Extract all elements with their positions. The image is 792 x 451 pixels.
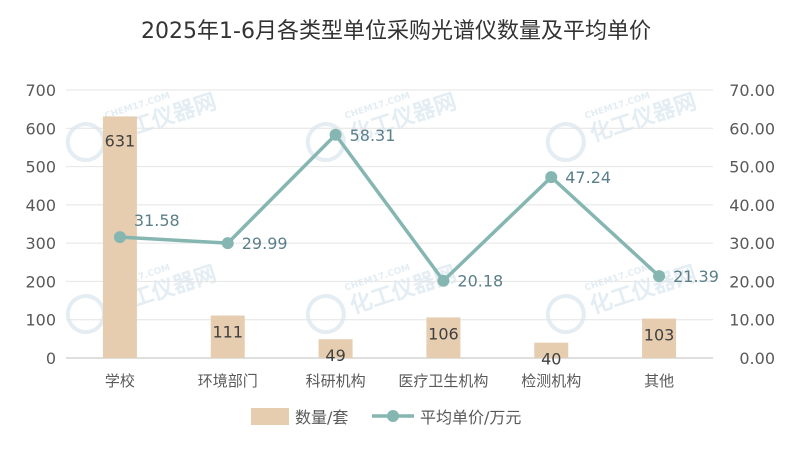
line-value-label: 20.18 [457,272,503,291]
chart-title: 2025年1-6月各类型单位采购光谱仪数量及平均单价 [141,19,651,44]
left-axis: 0 100 200 300 400 500 600 700 [25,81,56,368]
legend: 数量/套 平均单价/万元 [251,408,521,427]
bar [534,342,569,358]
line-point [653,270,666,283]
left-tick-label: 600 [25,119,56,138]
right-axis: 0.00 10.00 20.00 30.00 40.00 50.00 60.00 70.00 [729,81,775,368]
line-value-label: 29.99 [242,234,288,253]
category-label: 科研机构 [306,372,366,390]
watermark-logo-icon [305,122,346,163]
left-tick-label: 0 [46,349,56,368]
right-tick-label: 20.00 [729,272,775,291]
left-tick-label: 700 [25,81,56,100]
right-tick-label: 10.00 [729,311,775,330]
bar-value-label: 631 [105,131,136,150]
watermark-logo-icon [545,294,586,335]
right-tick-label: 70.00 [729,81,775,100]
line-point [329,128,342,141]
category-label: 其他 [644,372,674,390]
bar-value-label: 106 [428,324,459,343]
category-axis: 学校 环境部门 科研机构 医疗卫生机构 检测机构 其他 [105,372,674,390]
line-point [437,274,450,287]
category-label: 检测机构 [521,372,581,390]
bar [210,315,245,358]
right-tick-label: 40.00 [729,196,775,215]
watermark-logo-icon [305,294,346,335]
bar [642,318,677,358]
legend-line-marker [387,410,399,422]
bar [318,339,353,358]
bar-value-label: 103 [644,326,675,345]
watermark-logo-icon [65,122,106,163]
line-value-label: 47.24 [565,168,611,187]
line-value-label: 31.58 [134,211,180,230]
bar-value-label: 111 [212,323,243,342]
category-label: 环境部门 [198,372,258,390]
line-value-label: 21.39 [673,267,719,286]
category-label: 医疗卫生机构 [398,372,488,390]
left-tick-label: 100 [25,311,56,330]
left-tick-label: 500 [25,158,56,177]
line-point [113,231,126,244]
line-value-label: 58.31 [350,126,396,145]
left-tick-label: 300 [25,234,56,253]
bar [426,317,461,358]
watermark-logo-icon [545,122,586,163]
legend-bar-label: 数量/套 [295,408,348,427]
bar-value-label: 40 [541,350,561,369]
series-line [119,133,661,283]
line-series: 31.58 29.99 58.31 20.18 47.24 21.39 [113,126,719,291]
legend-bar-swatch [251,408,289,425]
bar-value-label: 49 [325,346,345,365]
right-tick-label: 30.00 [729,234,775,253]
left-tick-label: 200 [25,272,56,291]
line-point [221,237,234,250]
right-tick-label: 60.00 [729,119,775,138]
gridlines [66,89,713,359]
legend-line-label: 平均单价/万元 [420,408,521,427]
watermark-logo-icon [65,294,106,335]
right-tick-label: 0.00 [739,349,775,368]
left-tick-label: 400 [25,196,56,215]
right-tick-label: 50.00 [729,158,775,177]
category-label: 学校 [105,372,135,390]
line-point [545,171,558,184]
